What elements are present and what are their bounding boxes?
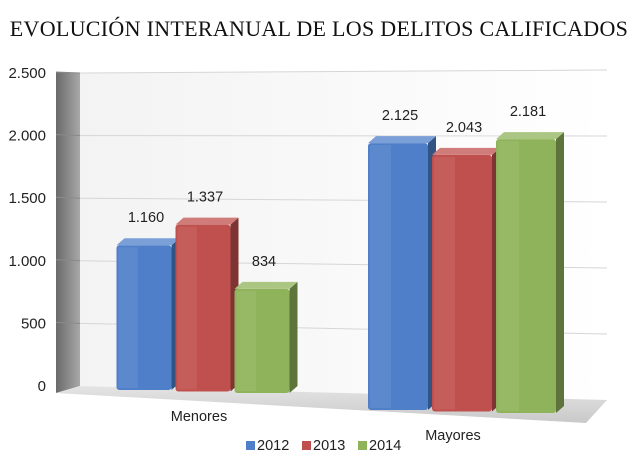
floor [56,386,607,423]
legend-label: 2012 [257,438,289,454]
data-label: 2.181 [510,104,546,120]
bar-highlight [498,141,519,411]
data-label: 1.337 [187,190,223,206]
bar-side [289,281,298,393]
y-tick-label: 2.000 [8,128,46,145]
bar [432,154,492,412]
bar [175,224,231,392]
x-tick-label: Mayores [425,428,481,444]
y-tick-label: 500 [21,315,46,332]
y-tick-label: 0 [38,378,46,395]
side-wall [56,72,80,393]
x-tick-label: Menores [171,409,227,425]
bar [116,245,172,390]
bar-side [556,132,564,413]
legend: 2012 2013 2014 [246,438,401,454]
gridline-side [55,134,81,137]
bar-top [234,281,298,289]
gridline-side [55,259,81,262]
bar-highlight [118,247,138,388]
chart-title: EVOLUCIÓN INTERANUAL DE LOS DELITOS CALI… [9,16,629,41]
data-label: 1.160 [128,210,164,226]
bar-highlight [177,226,197,390]
y-tick-label: 1.000 [8,253,46,270]
data-label: 2.125 [382,108,418,124]
bar-highlight [434,156,455,410]
bar-top [432,147,500,155]
bar-top [496,132,564,140]
bar [368,143,428,410]
y-tick-label: 1.500 [8,190,46,207]
data-label: 834 [252,254,276,270]
data-label: 2.043 [446,120,482,136]
legend-label: 2013 [313,438,345,454]
gridline-side [55,71,81,74]
legend-label: 2014 [369,438,401,454]
bar-top [116,238,180,246]
gridline-side [55,321,81,324]
bar [496,139,556,413]
bar-top [175,217,239,225]
gridline [79,69,608,74]
bar-top [368,136,436,144]
legend-swatch [246,441,255,450]
y-tick-label: 2.500 [8,65,46,82]
bar-highlight [370,145,391,408]
legend-swatch [358,441,367,450]
gridline-side [55,196,81,199]
legend-swatch [302,441,311,450]
bar [234,288,290,393]
bar-highlight [236,290,256,391]
